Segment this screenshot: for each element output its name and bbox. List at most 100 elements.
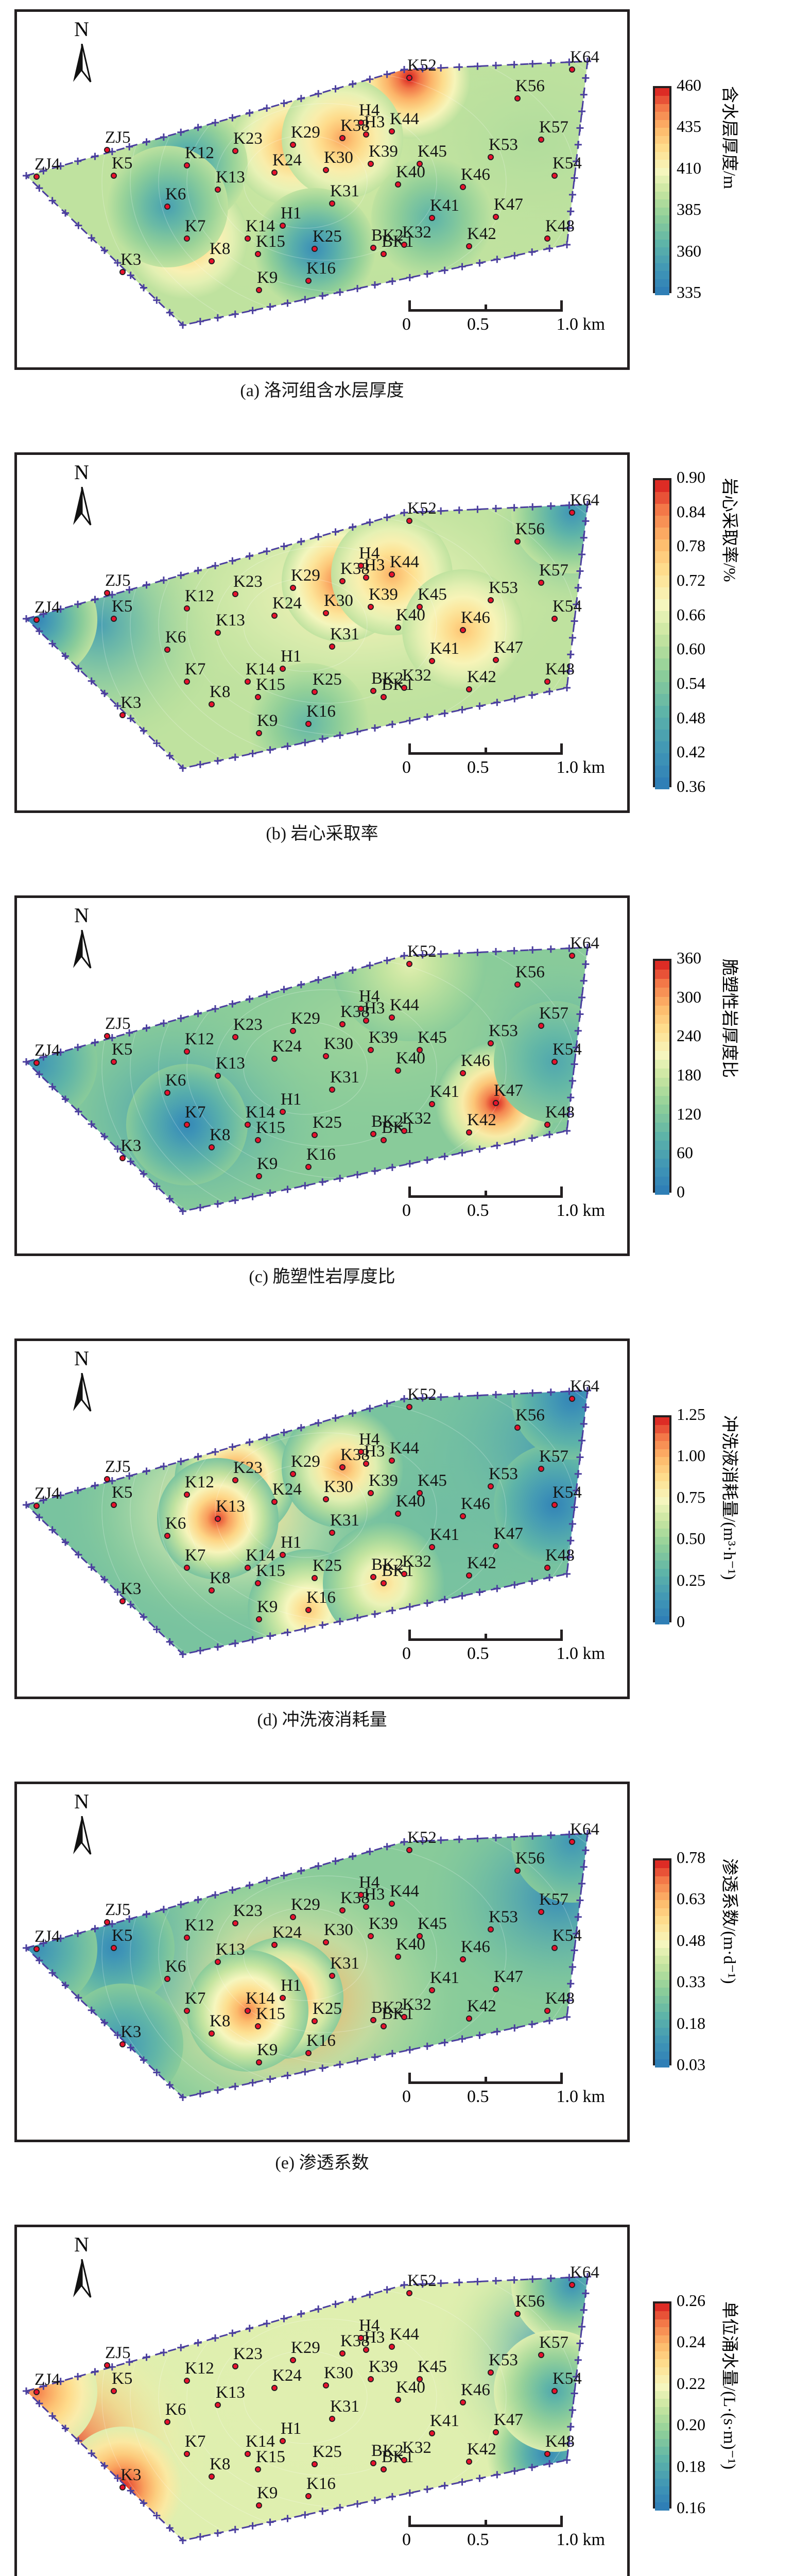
- well-label: K32: [402, 1995, 432, 2014]
- colorbar-segment: [655, 223, 669, 232]
- well-dot-icon: [323, 1496, 329, 1502]
- well-dot-icon: [381, 694, 387, 700]
- well-label: K13: [216, 1940, 245, 1959]
- well-label: K47: [494, 195, 523, 214]
- well-label: K7: [185, 660, 206, 679]
- well-dot-icon: [184, 235, 190, 242]
- well-label: K47: [494, 1968, 523, 1986]
- colorbar-segment: [655, 167, 669, 176]
- colorbar-segment: [655, 718, 669, 730]
- colorbar-segment: [655, 215, 669, 224]
- well-label: K64: [570, 2263, 599, 2282]
- well-label: K47: [494, 1524, 523, 1543]
- colorbar-segment: [655, 741, 669, 754]
- colorbar-segment: [655, 1087, 669, 1096]
- well-dot-icon: [401, 1128, 407, 1134]
- colorbar-segment: [655, 1892, 669, 1901]
- well-label: BK1: [382, 1118, 414, 1137]
- scale-tick-2: 1.0 km: [556, 315, 605, 334]
- well-dot-icon: [255, 251, 261, 257]
- colorbar-segment: [655, 2383, 669, 2391]
- scale-tick-1: 0.5: [467, 758, 489, 777]
- colorbar-tick-label: 0.50: [677, 1529, 705, 1548]
- well-dot-icon: [389, 1458, 395, 1464]
- well-dot-icon: [305, 1164, 312, 1170]
- colorbar-segment: [655, 1616, 669, 1624]
- colorbar-segment: [655, 2438, 669, 2447]
- scale-tick-1: 0.5: [467, 1644, 489, 1663]
- well-dot-icon: [488, 1926, 494, 1933]
- well-label: K41: [430, 196, 459, 215]
- well-label: K53: [489, 1908, 518, 1926]
- colorbar-segment: [655, 1900, 669, 1908]
- colorbar-segment: [655, 1149, 669, 1159]
- well-dot-icon: [312, 246, 318, 252]
- well-dot-icon: [488, 1040, 494, 1046]
- north-label: N: [74, 904, 89, 927]
- well-label: K54: [553, 2369, 582, 2388]
- scale-tick-0: 0: [402, 1201, 411, 1220]
- well-label: K53: [489, 1465, 518, 1483]
- well-label: K25: [313, 2443, 342, 2461]
- colorbar-segment: [655, 2367, 669, 2376]
- well-label: BK2: [371, 226, 404, 245]
- colorbar-tick-label: 0.48: [677, 708, 705, 727]
- well-label: K39: [369, 1028, 398, 1047]
- well-dot-icon: [514, 95, 521, 101]
- colorbar-tick-label: 0.18: [677, 2013, 705, 2032]
- well-label: H3: [364, 1442, 385, 1461]
- well-dot-icon: [395, 2397, 401, 2403]
- colorbar-segment: [655, 706, 669, 718]
- map-frame-a: N ZJ4 ZJ5 K5 K3 K6 K7 K8 K12 K13 K14 K15 K9 K23 K24 H1 K…: [14, 9, 630, 370]
- well-dot-icon: [363, 574, 369, 581]
- well-label: K30: [324, 2364, 353, 2382]
- well-label: K31: [330, 182, 359, 200]
- well-dot-icon: [119, 2484, 126, 2490]
- well-label: K24: [272, 1480, 302, 1499]
- well-label: K14: [246, 217, 275, 235]
- well-dot-icon: [551, 1059, 558, 1065]
- well-label: K48: [545, 2432, 575, 2451]
- colorbar-segment: [655, 1956, 669, 1964]
- well-dot-icon: [417, 1933, 423, 1939]
- well-dot-icon: [429, 215, 435, 221]
- colorbar-gradient: [653, 1415, 671, 1624]
- colorbar-segment: [655, 1908, 669, 1917]
- well-label: K32: [402, 223, 432, 242]
- colorbar-tick-label: 0.20: [677, 2415, 705, 2434]
- well-label: K9: [257, 2041, 278, 2059]
- well-label: K23: [233, 1902, 263, 1920]
- well-label: BK2: [371, 1112, 404, 1131]
- well-dot-icon: [339, 578, 346, 584]
- well-dot-icon: [209, 1587, 215, 1594]
- colorbar-segment: [655, 2351, 669, 2360]
- scale-tick-0: 0: [402, 758, 411, 777]
- well-dot-icon: [538, 2352, 544, 2358]
- colorbar-segment: [655, 634, 669, 647]
- well-dot-icon: [551, 1502, 558, 1508]
- well-dot-icon: [256, 1616, 262, 1622]
- well-label: K64: [570, 1820, 599, 1839]
- well-dot-icon: [111, 1059, 117, 1065]
- well-dot-icon: [488, 2369, 494, 2376]
- well-label: K13: [216, 611, 245, 630]
- colorbar-tick-label: 0.75: [677, 1487, 705, 1506]
- well-dot-icon: [389, 1901, 395, 1907]
- colorbar-b: 0.90 0.84 0.78 0.72 0.66 0.60 0.54 0.48 0.42 0.36…: [653, 452, 802, 813]
- colorbar-segment: [655, 191, 669, 200]
- colorbar-segment: [655, 2486, 669, 2495]
- well-dot-icon: [370, 2017, 376, 2023]
- colorbar-segment: [655, 2327, 669, 2335]
- well-dot-icon: [280, 1109, 286, 1115]
- well-label: K57: [539, 2333, 568, 2352]
- well-label: K48: [545, 1546, 575, 1565]
- well-dot-icon: [544, 1122, 550, 1128]
- well-dot-icon: [312, 1575, 318, 1581]
- colorbar-tick-label: 0: [677, 1612, 685, 1631]
- well-dot-icon: [401, 2014, 407, 2020]
- colorbar-segment: [655, 2470, 669, 2479]
- colorbar-segment: [655, 144, 669, 152]
- colorbar-segment: [655, 1600, 669, 1608]
- well-dot-icon: [312, 689, 318, 695]
- colorbar-segment: [655, 1504, 669, 1513]
